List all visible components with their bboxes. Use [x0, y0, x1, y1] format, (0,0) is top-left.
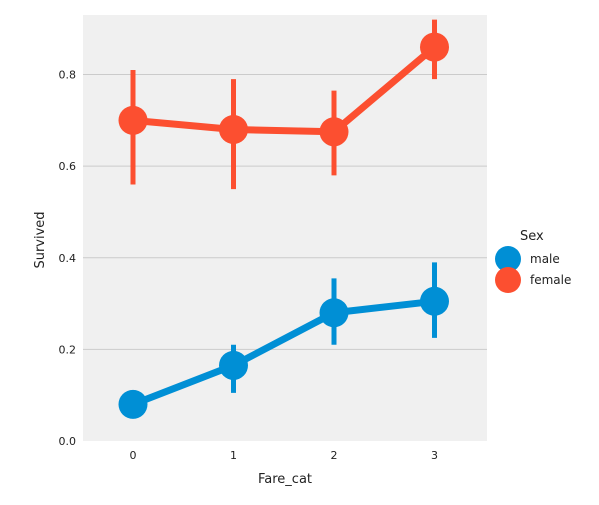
legend-label: male: [530, 252, 560, 266]
legend-marker: [495, 267, 521, 293]
data-point: [219, 115, 248, 145]
data-point: [118, 105, 148, 135]
data-point: [420, 286, 449, 316]
series-layer: [118, 19, 449, 419]
legend-title: Sex: [520, 229, 544, 244]
y-tick-label: 0.4: [59, 252, 77, 265]
grid-lines: [83, 74, 487, 350]
y-tick-label: 0.8: [59, 69, 77, 82]
y-tick-label: 0.2: [59, 343, 77, 356]
data-point: [118, 389, 148, 419]
plot-area: [83, 15, 487, 441]
legend: Sex male female: [495, 229, 571, 293]
legend-label: female: [530, 273, 571, 287]
x-tick-label: 1: [230, 449, 237, 462]
y-tick-label: 0.0: [59, 435, 77, 448]
data-point: [319, 298, 349, 328]
y-tick-label: 0.6: [59, 160, 77, 173]
series-male: [118, 262, 449, 419]
x-tick-label: 2: [331, 449, 338, 462]
legend-marker: [495, 246, 521, 272]
data-point: [219, 350, 248, 380]
x-tick-label: 0: [130, 449, 137, 462]
x-tick-labels: 0 1 2 3: [130, 449, 439, 462]
data-point: [420, 32, 449, 62]
data-point: [319, 117, 349, 147]
series-line: [129, 297, 438, 408]
x-tick-label: 3: [431, 449, 438, 462]
x-axis-label: Fare_cat: [258, 472, 312, 487]
y-tick-labels: 0.0 0.2 0.4 0.6 0.8: [59, 69, 77, 448]
y-axis-label: Survived: [33, 211, 48, 268]
series-female: [118, 19, 449, 190]
series-line: [129, 43, 438, 136]
